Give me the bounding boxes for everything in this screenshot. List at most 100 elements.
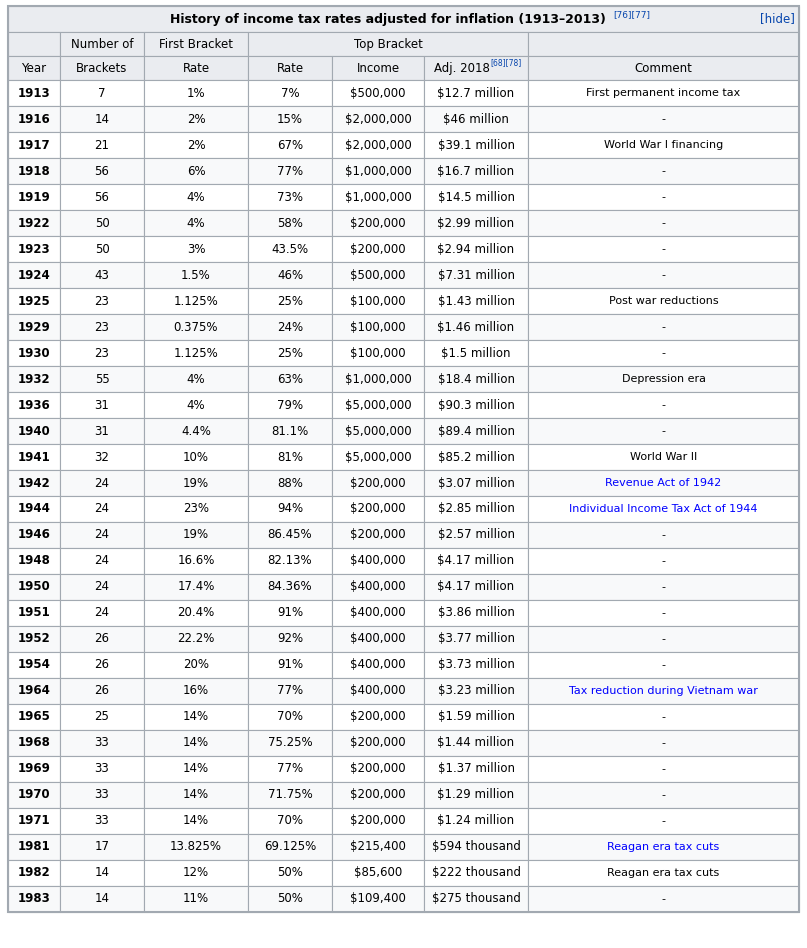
Bar [528, 56, 799, 80]
Text: 1917: 1917 [18, 138, 50, 152]
Text: 1932: 1932 [18, 373, 50, 386]
Bar [332, 860, 424, 886]
Bar [144, 470, 248, 496]
Text: 77%: 77% [277, 165, 303, 177]
Text: Brackets: Brackets [77, 62, 128, 75]
Text: History of income tax rates adjusted for inflation (1913–2013): History of income tax rates adjusted for… [169, 12, 605, 26]
Text: -: - [662, 556, 666, 566]
Bar [528, 808, 799, 834]
Bar [424, 626, 528, 652]
Text: 21: 21 [94, 138, 110, 152]
Bar [332, 236, 424, 262]
Bar [144, 236, 248, 262]
Bar [144, 132, 248, 158]
Bar [332, 782, 424, 808]
Text: 20.4%: 20.4% [178, 607, 215, 619]
Bar [60, 782, 144, 808]
Text: $14.5 million: $14.5 million [437, 191, 515, 204]
Text: 23: 23 [94, 320, 110, 334]
Bar [528, 730, 799, 756]
Bar [424, 366, 528, 392]
Text: $500,000: $500,000 [350, 268, 406, 282]
Text: $3.23 million: $3.23 million [437, 684, 514, 698]
Text: $3.73 million: $3.73 million [437, 659, 514, 671]
Bar [8, 236, 60, 262]
Text: 73%: 73% [277, 191, 303, 204]
Text: -: - [662, 790, 666, 800]
Bar [144, 730, 248, 756]
Text: 31: 31 [94, 425, 110, 437]
Bar [248, 626, 332, 652]
Bar [8, 184, 60, 210]
Bar [424, 834, 528, 860]
Bar [528, 314, 799, 340]
Bar [144, 106, 248, 132]
Bar [60, 132, 144, 158]
Bar [528, 444, 799, 470]
Bar [424, 184, 528, 210]
Text: $2.85 million: $2.85 million [437, 502, 514, 516]
Text: Depression era: Depression era [621, 374, 705, 384]
Text: 58%: 58% [277, 216, 303, 229]
Text: Reagan era tax cuts: Reagan era tax cuts [608, 842, 720, 852]
Text: $2.94 million: $2.94 million [437, 243, 515, 256]
Bar [60, 704, 144, 730]
Text: $2,000,000: $2,000,000 [345, 113, 412, 125]
Text: Rate: Rate [277, 62, 303, 75]
Bar [248, 678, 332, 704]
Text: 63%: 63% [277, 373, 303, 386]
Bar [528, 184, 799, 210]
Text: $400,000: $400,000 [350, 555, 406, 568]
Text: Top Bracket: Top Bracket [353, 38, 422, 50]
Text: 24: 24 [94, 477, 110, 489]
Bar [528, 366, 799, 392]
Text: 14%: 14% [183, 710, 209, 723]
Text: 24: 24 [94, 555, 110, 568]
Bar [248, 470, 332, 496]
Text: -: - [662, 530, 666, 540]
Text: -: - [662, 738, 666, 748]
Text: 46%: 46% [277, 268, 303, 282]
Text: 1950: 1950 [18, 580, 50, 593]
Text: 77%: 77% [277, 762, 303, 775]
Text: Revenue Act of 1942: Revenue Act of 1942 [605, 478, 721, 488]
Text: 19%: 19% [183, 528, 209, 541]
Bar [60, 652, 144, 678]
Text: 2%: 2% [186, 113, 205, 125]
Bar [528, 158, 799, 184]
Bar [144, 340, 248, 366]
Text: 23: 23 [94, 295, 110, 307]
Bar [528, 678, 799, 704]
Text: $200,000: $200,000 [350, 762, 406, 775]
Bar [248, 80, 332, 106]
Text: $85.2 million: $85.2 million [437, 450, 514, 464]
Bar [248, 314, 332, 340]
Bar [248, 158, 332, 184]
Bar [60, 444, 144, 470]
Bar [248, 184, 332, 210]
Text: $400,000: $400,000 [350, 684, 406, 698]
Text: $109,400: $109,400 [350, 892, 406, 905]
Bar [424, 730, 528, 756]
Bar [144, 886, 248, 912]
Text: -: - [662, 660, 666, 670]
Bar [8, 340, 60, 366]
Text: $1.43 million: $1.43 million [437, 295, 515, 307]
Bar [332, 210, 424, 236]
Text: Number of: Number of [71, 38, 133, 50]
Bar [528, 288, 799, 314]
Bar [8, 80, 60, 106]
Bar [144, 210, 248, 236]
Bar [8, 600, 60, 626]
Text: 12%: 12% [183, 866, 209, 880]
Text: $275 thousand: $275 thousand [432, 892, 521, 905]
Bar [528, 496, 799, 522]
Bar [332, 340, 424, 366]
Bar [332, 548, 424, 574]
Text: 1929: 1929 [18, 320, 50, 334]
Bar [60, 886, 144, 912]
Text: $85,600: $85,600 [354, 866, 402, 880]
Bar [60, 366, 144, 392]
Bar [332, 262, 424, 288]
Text: $200,000: $200,000 [350, 737, 406, 750]
